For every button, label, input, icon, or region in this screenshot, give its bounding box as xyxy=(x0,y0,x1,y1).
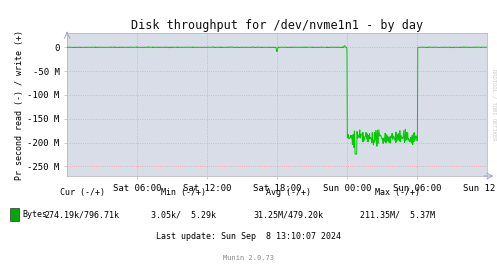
Y-axis label: Pr second read (-) / write (+): Pr second read (-) / write (+) xyxy=(15,29,24,180)
Text: Max (-/+): Max (-/+) xyxy=(375,188,420,197)
Text: 3.05k/  5.29k: 3.05k/ 5.29k xyxy=(152,210,216,219)
Text: 31.25M/479.20k: 31.25M/479.20k xyxy=(253,210,323,219)
Text: Min (-/+): Min (-/+) xyxy=(162,188,206,197)
Text: 274.19k/796.71k: 274.19k/796.71k xyxy=(45,210,119,219)
Text: Cur (-/+): Cur (-/+) xyxy=(60,188,104,197)
Text: Last update: Sun Sep  8 13:10:07 2024: Last update: Sun Sep 8 13:10:07 2024 xyxy=(156,232,341,241)
Text: Munin 2.0.73: Munin 2.0.73 xyxy=(223,255,274,262)
Text: RRDTOOL / TOBI OETIKER: RRDTOOL / TOBI OETIKER xyxy=(491,69,496,140)
Text: Avg (-/+): Avg (-/+) xyxy=(266,188,311,197)
Text: 211.35M/  5.37M: 211.35M/ 5.37M xyxy=(360,210,435,219)
Text: Bytes: Bytes xyxy=(22,210,47,219)
Title: Disk throughput for /dev/nvme1n1 - by day: Disk throughput for /dev/nvme1n1 - by da… xyxy=(131,19,423,32)
